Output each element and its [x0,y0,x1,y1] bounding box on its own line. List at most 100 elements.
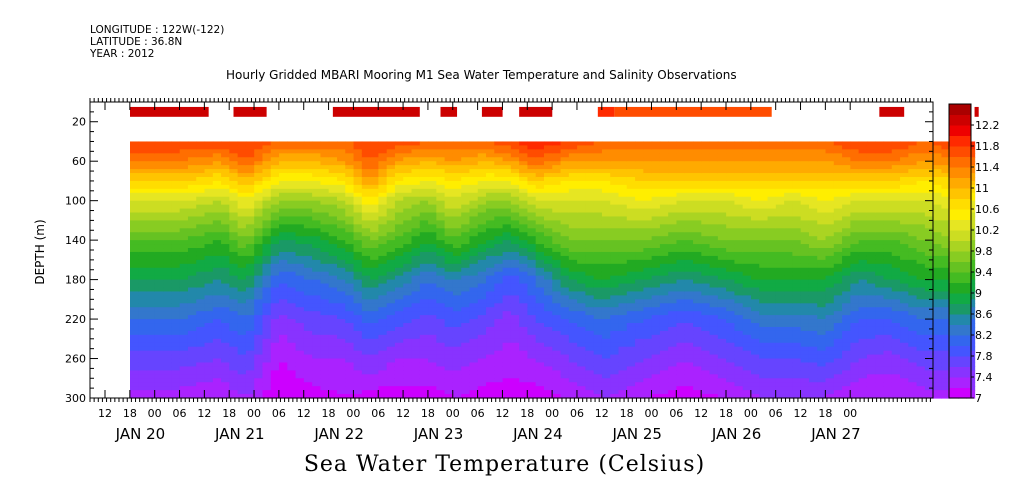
heatmap-cell [370,165,379,170]
heatmap-cell [187,299,197,304]
heatmap-cell [560,240,570,245]
heatmap-cell [519,176,529,182]
heatmap-cell [419,323,429,328]
heatmap-cell [701,236,711,241]
heatmap-cell [502,236,512,241]
heatmap-cell [527,196,537,202]
heatmap-cell [444,259,454,265]
heatmap-cell [527,346,537,352]
heatmap-cell [394,374,404,379]
heatmap-cell [709,165,719,170]
heatmap-cell [179,141,189,147]
heatmap-cell [668,208,678,214]
heatmap-cell [527,307,537,312]
heatmap-cell [245,267,255,273]
heatmap-cell [196,157,206,162]
heatmap-cell [709,283,719,289]
heatmap-cell [163,315,172,320]
heatmap-cell [237,196,247,202]
heatmap-cell [262,200,272,206]
heatmap-cell [146,240,156,245]
heatmap-cell [196,153,206,158]
heatmap-cell [701,303,711,308]
heatmap-cell [370,303,379,308]
heatmap-cell [221,378,230,383]
heatmap-cell [138,240,148,245]
heatmap-cell [726,141,736,147]
heatmap-cell [544,180,553,186]
heatmap-cell [461,378,471,383]
heatmap-cell [568,283,578,289]
heatmap-cell [320,390,330,395]
heatmap-cell [428,378,437,383]
heatmap-cell [701,180,711,186]
heatmap-cell [676,338,686,344]
heatmap-cell [494,161,504,166]
heatmap-cell [651,263,661,269]
heatmap-cell [676,169,686,174]
heatmap-cell [610,354,620,360]
heatmap-cell [751,188,760,194]
heatmap-cell [469,240,479,245]
heatmap-cell [179,228,189,233]
heatmap-cell [154,216,164,221]
heatmap-cell [279,346,288,352]
heatmap-cell [684,220,694,225]
heatmap-cell [668,228,678,233]
heatmap-cell [146,390,156,395]
heatmap-cell [469,153,479,158]
heatmap-cell [568,279,578,285]
heatmap-cell [635,319,644,324]
heatmap-cell [477,216,487,221]
heatmap-cell [204,208,214,214]
heatmap-cell [411,236,421,241]
heatmap-cell [544,224,553,229]
heatmap-cell [419,224,429,229]
heatmap-cell [535,212,545,218]
heatmap-cell [618,275,628,281]
heatmap-cell [461,342,471,348]
latitude-label: LATITUDE : 36.8N [90,36,183,48]
heatmap-cell [618,184,628,190]
heatmap-cell [717,299,727,304]
heatmap-cell [353,323,363,328]
heatmap-cell [726,220,736,225]
heatmap-cell [229,326,239,332]
heatmap-cell [452,173,462,178]
heatmap-cell [469,251,479,257]
heatmap-cell [171,224,181,229]
heatmap-cell [709,370,719,375]
heatmap-cell [601,323,611,328]
heatmap-cell [245,157,255,162]
heatmap-cell [444,366,454,371]
heatmap-cell [651,334,661,340]
heatmap-cell [154,248,164,253]
heatmap-cell [477,165,487,170]
heatmap-cell [130,394,139,399]
heatmap-cell [444,153,454,158]
heatmap-cell [601,271,611,277]
heatmap-cell [477,232,487,237]
heatmap-cell [535,196,545,202]
heatmap-cell [171,173,181,178]
heatmap-cell [494,287,504,293]
heatmap-cell [179,283,189,289]
heatmap-cell [601,161,611,166]
heatmap-cell [659,319,669,324]
heatmap-cell [486,307,495,312]
heatmap-cell [312,394,322,399]
heatmap-cell [477,236,487,241]
heatmap-cell [469,200,479,206]
heatmap-cell [237,346,247,352]
heatmap-cell [279,153,288,158]
heatmap-cell [361,319,371,324]
heatmap-cell [428,240,437,245]
heatmap-cell [204,259,214,265]
heatmap-cell [163,145,172,150]
heatmap-cell [751,330,760,336]
heatmap-cell [428,271,437,277]
heatmap-cell [469,390,479,395]
heatmap-cell [245,319,255,324]
heatmap-cell [560,228,570,233]
